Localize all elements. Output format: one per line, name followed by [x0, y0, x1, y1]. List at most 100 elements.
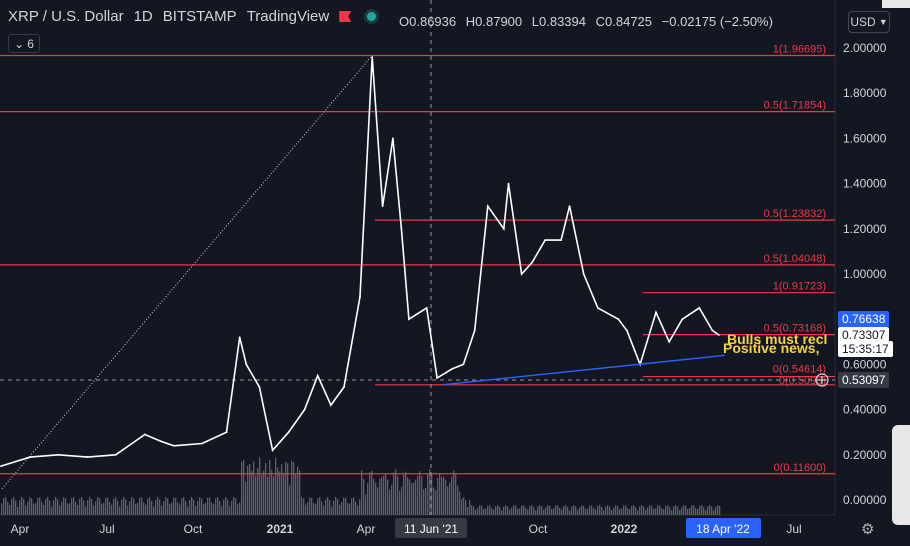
- volume-bar: [621, 508, 623, 515]
- volume-bar: [47, 497, 49, 515]
- volume-bar: [285, 461, 287, 515]
- volume-bar: [503, 506, 505, 515]
- volume-bar: [231, 500, 233, 515]
- price-point: [462, 363, 465, 366]
- price-point: [159, 440, 162, 443]
- volume-bar: [175, 497, 177, 515]
- volume-bar: [389, 489, 391, 515]
- volume-bar: [575, 506, 577, 515]
- volume-bar: [155, 499, 157, 515]
- volume-bar: [633, 505, 635, 515]
- volume-bar: [397, 476, 399, 515]
- volume-bar: [679, 510, 681, 515]
- high-value: 0.87900: [475, 14, 523, 29]
- volume-bar: [415, 479, 417, 515]
- volume-bar: [269, 460, 271, 515]
- low-value: 0.83394: [539, 14, 586, 29]
- volume-bar: [565, 505, 567, 515]
- symbol-name[interactable]: XRP / U.S. Dollar: [8, 8, 124, 25]
- volume-bar: [133, 498, 135, 515]
- volume-bar: [295, 473, 297, 515]
- gear-icon[interactable]: ⚙: [861, 521, 875, 538]
- volume-bar: [657, 505, 659, 515]
- volume-bar: [67, 503, 69, 515]
- volume-bar: [315, 503, 317, 515]
- volume-bar: [29, 497, 31, 515]
- volume-bar: [395, 469, 397, 515]
- volume-bar: [207, 497, 209, 515]
- volume-bar: [555, 505, 557, 515]
- volume-bar: [525, 507, 527, 515]
- y-tick-label: 2.00000: [843, 41, 887, 55]
- volume-bar: [411, 483, 413, 515]
- volume-bar: [479, 505, 481, 515]
- volume-bar: [467, 506, 469, 515]
- y-tick-label: 1.60000: [843, 131, 887, 145]
- price-point: [225, 431, 228, 434]
- volume-bar: [13, 497, 15, 515]
- volume-bar: [249, 463, 251, 515]
- volume-bar: [19, 500, 21, 515]
- volume-bar: [139, 497, 141, 515]
- interval-label[interactable]: 1D: [133, 8, 153, 25]
- volume-bar: [265, 462, 267, 515]
- volume-bar: [347, 502, 349, 515]
- annotation-positive-news[interactable]: Positive news,: [723, 340, 820, 356]
- indicators-toggle-button[interactable]: ⌄ 6: [8, 34, 40, 53]
- volume-bar: [191, 497, 193, 515]
- volume-bar: [641, 505, 643, 515]
- currency-button[interactable]: USD ▼: [848, 11, 890, 33]
- volume-bar: [695, 508, 697, 515]
- volume-bar: [623, 505, 625, 515]
- volume-bar: [1, 503, 3, 515]
- volume-bar: [311, 497, 313, 515]
- cursor-price-tag: 0.53097: [838, 372, 890, 388]
- price-point: [560, 239, 563, 242]
- volume-bar: [693, 505, 695, 515]
- open-value: 0.86936: [409, 14, 457, 29]
- volume-bar: [167, 498, 169, 515]
- side-panel-edge: [892, 425, 910, 525]
- volume-bar: [515, 505, 517, 515]
- annotation-bulls[interactable]: Bulls must recl: [727, 331, 828, 347]
- volume-bar: [385, 473, 387, 515]
- volume-bar: [337, 498, 339, 515]
- price-point: [86, 456, 89, 458]
- volume-bar: [43, 504, 45, 515]
- volume-bar: [301, 497, 303, 515]
- volume-bar: [365, 494, 367, 515]
- volume-bar: [305, 504, 307, 515]
- volume-bar: [89, 497, 91, 515]
- flag-icon[interactable]: [339, 11, 352, 22]
- volume-bar: [307, 502, 309, 515]
- volume-bar: [95, 501, 97, 515]
- volume-bar: [413, 482, 415, 515]
- fib-level-label: 1(0.91723): [773, 281, 826, 293]
- volume-bar: [427, 474, 429, 515]
- volume-bar: [239, 502, 241, 515]
- volume-bar: [211, 502, 213, 515]
- volume-bar: [689, 508, 691, 515]
- volume-bar: [63, 497, 65, 515]
- volume-bar: [403, 474, 405, 515]
- volume-bar: [409, 479, 411, 515]
- volume-bar: [637, 510, 639, 515]
- price-point: [316, 374, 319, 377]
- volume-bar: [557, 505, 559, 515]
- volume-bar: [281, 464, 283, 515]
- volume-bar: [643, 506, 645, 515]
- volume-bar: [251, 470, 253, 515]
- volume-bar: [651, 505, 653, 515]
- volume-bar: [171, 502, 173, 515]
- volume-bar: [185, 500, 187, 515]
- volume-bar: [683, 505, 685, 515]
- price-point: [143, 433, 146, 436]
- volume-bar: [35, 503, 37, 515]
- volume-bar: [109, 502, 111, 515]
- volume-bar: [153, 506, 155, 515]
- volume-bar: [691, 505, 693, 515]
- volume-bar: [103, 503, 105, 515]
- volume-bar: [31, 498, 33, 515]
- volume-bar: [345, 497, 347, 515]
